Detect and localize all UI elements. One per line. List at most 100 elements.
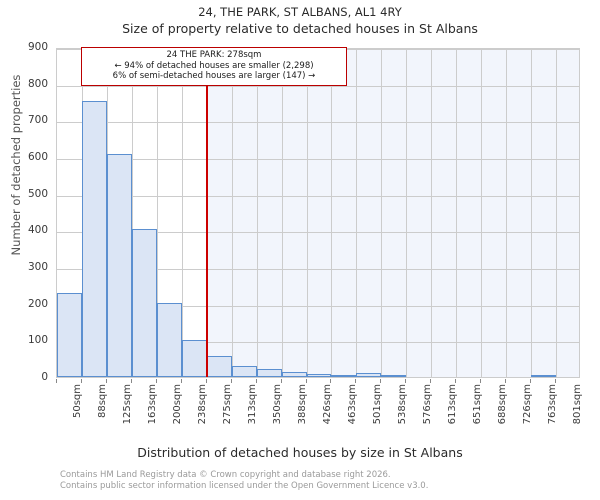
x-axis-tick-label: 88sqm bbox=[97, 384, 109, 419]
x-axis-tick-label: 538sqm bbox=[396, 384, 408, 425]
histogram-bar bbox=[81, 101, 107, 377]
x-axis-tick-label: 275sqm bbox=[222, 384, 234, 425]
y-axis-tick-label: 600 bbox=[27, 151, 48, 163]
property-marker-line bbox=[205, 49, 208, 377]
x-axis-tick bbox=[130, 379, 132, 383]
gridline-vertical bbox=[156, 49, 158, 377]
histogram-bar bbox=[281, 371, 307, 377]
histogram-bar bbox=[531, 375, 557, 377]
x-axis-tick bbox=[305, 379, 307, 383]
x-axis-tick bbox=[455, 379, 457, 383]
gridline-horizontal bbox=[57, 342, 579, 344]
y-axis-tick-label: 500 bbox=[27, 187, 48, 200]
x-axis-tick bbox=[530, 379, 532, 383]
x-axis-tick-label: 576sqm bbox=[421, 384, 433, 425]
gridline-vertical bbox=[281, 49, 283, 377]
gridline-vertical bbox=[481, 49, 483, 377]
x-axis-tick bbox=[80, 379, 82, 383]
y-axis-tick-label: 800 bbox=[27, 77, 48, 90]
annotation-box: 24 THE PARK: 278sqm ← 94% of detached ho… bbox=[81, 47, 347, 86]
x-axis-tick-label: 651sqm bbox=[471, 384, 483, 425]
footer-line2: Contains public sector information licen… bbox=[60, 481, 429, 491]
y-axis-tick-label: 0 bbox=[41, 371, 48, 383]
histogram-bar bbox=[381, 375, 407, 377]
gridline-vertical bbox=[431, 49, 433, 377]
y-axis-tick-label: 400 bbox=[27, 224, 48, 237]
x-axis-tick bbox=[380, 379, 382, 383]
gridline-vertical bbox=[506, 49, 508, 377]
histogram-bar bbox=[181, 340, 207, 377]
gridline-vertical bbox=[306, 49, 308, 377]
y-axis-tick-label: 100 bbox=[27, 334, 48, 347]
x-axis-ticks bbox=[56, 379, 580, 383]
histogram-bar bbox=[156, 303, 182, 377]
x-axis-tick bbox=[480, 379, 482, 383]
plot-area bbox=[56, 48, 580, 378]
x-axis-tick bbox=[430, 379, 432, 383]
annotation-line2: ← 94% of detached houses are smaller (2,… bbox=[114, 60, 314, 71]
gridline-horizontal bbox=[57, 85, 579, 87]
x-axis-tick-label: 388sqm bbox=[297, 384, 309, 425]
x-axis-tick bbox=[505, 379, 507, 383]
histogram-bars bbox=[57, 49, 579, 377]
x-axis-tick bbox=[205, 379, 207, 383]
x-axis-tick-label: 50sqm bbox=[72, 384, 84, 419]
gridline-vertical bbox=[456, 49, 458, 377]
x-axis-tick bbox=[555, 379, 557, 383]
gridline-horizontal bbox=[57, 122, 579, 124]
gridline-horizontal bbox=[57, 232, 579, 234]
x-axis-tick-label: 125sqm bbox=[122, 384, 134, 425]
x-axis-tick bbox=[330, 379, 332, 383]
chart-title-line2: Size of property relative to detached ho… bbox=[122, 21, 478, 36]
histogram-bar bbox=[256, 368, 282, 377]
histogram-bar bbox=[57, 292, 82, 377]
histogram-bar bbox=[106, 154, 132, 377]
x-axis-tick-label: 613sqm bbox=[446, 384, 458, 425]
gridline-vertical bbox=[356, 49, 358, 377]
x-axis-tick bbox=[230, 379, 232, 383]
gridline-horizontal bbox=[57, 159, 579, 160]
y-axis-tick-label: 300 bbox=[27, 261, 48, 273]
chart-title-line1: 24, THE PARK, ST ALBANS, AL1 4RY bbox=[198, 5, 402, 19]
gridline-horizontal bbox=[57, 269, 579, 270]
gridline-horizontal bbox=[57, 195, 579, 197]
x-axis-tick bbox=[355, 379, 357, 383]
x-axis-tick-label: 801sqm bbox=[571, 384, 583, 425]
x-axis-tick-label: 763sqm bbox=[546, 384, 558, 425]
histogram-bar bbox=[331, 375, 357, 377]
x-axis-tick bbox=[56, 379, 57, 383]
right-region-shading bbox=[206, 49, 579, 377]
gridline-vertical bbox=[531, 49, 533, 377]
x-axis-tick-label: 163sqm bbox=[147, 384, 159, 425]
y-axis-tick-label: 900 bbox=[27, 41, 48, 53]
histogram-bar bbox=[356, 373, 382, 377]
gridline-vertical bbox=[406, 49, 408, 377]
histogram-bar bbox=[131, 228, 157, 377]
y-axis-tick-label: 700 bbox=[27, 114, 48, 127]
x-axis-tick bbox=[280, 379, 282, 383]
x-axis-tick bbox=[255, 379, 257, 383]
histogram-bar bbox=[231, 366, 257, 377]
footer-attribution: Contains HM Land Registry data © Crown c… bbox=[60, 470, 428, 492]
x-axis-tick bbox=[105, 379, 107, 383]
x-axis-tick-label: 501sqm bbox=[371, 384, 383, 425]
gridline-vertical bbox=[181, 49, 183, 377]
histogram-bar bbox=[206, 355, 232, 377]
gridline-vertical bbox=[131, 49, 133, 377]
annotation-line1: 24 THE PARK: 278sqm bbox=[166, 50, 262, 60]
x-axis-title: Distribution of detached houses by size … bbox=[137, 445, 463, 460]
x-axis-tick bbox=[155, 379, 157, 383]
x-axis-tick bbox=[405, 379, 407, 383]
gridline-vertical bbox=[331, 49, 333, 377]
x-axis-tick-label: 688sqm bbox=[496, 384, 508, 425]
histogram-bar bbox=[306, 374, 332, 377]
gridline-vertical bbox=[231, 49, 233, 377]
footer-line1: Contains HM Land Registry data © Crown c… bbox=[60, 470, 391, 480]
x-axis-tick-label: 726sqm bbox=[521, 384, 533, 425]
x-axis-tick-label: 350sqm bbox=[272, 384, 284, 425]
chart-header: 24, THE PARK, ST ALBANS, AL1 4RY Size of… bbox=[0, 4, 600, 37]
x-axis-tick-label: 238sqm bbox=[197, 384, 209, 425]
gridline-vertical bbox=[556, 49, 558, 377]
x-axis-tick-label: 463sqm bbox=[346, 384, 358, 425]
gridline-vertical bbox=[256, 49, 258, 377]
